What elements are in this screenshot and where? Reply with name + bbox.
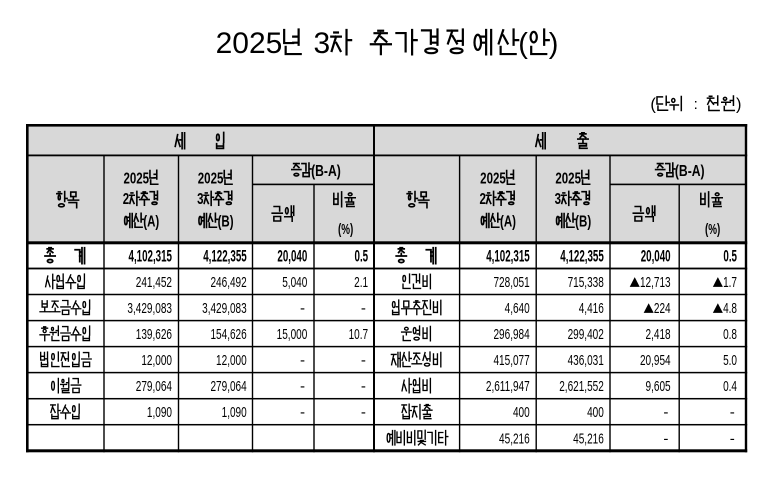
- svg-text:3: 3: [197, 189, 204, 207]
- svg-text:0.8: 0.8: [723, 325, 737, 343]
- svg-text:20,040: 20,040: [277, 247, 307, 265]
- svg-text:4,416: 4,416: [579, 299, 604, 317]
- svg-text:2,418: 2,418: [646, 325, 671, 343]
- svg-text:1.7: 1.7: [723, 273, 737, 291]
- svg-text:0.5: 0.5: [723, 247, 737, 265]
- svg-text:(%): (%): [705, 221, 720, 237]
- svg-text:3,429,083: 3,429,083: [202, 299, 247, 317]
- svg-text:154,626: 154,626: [210, 325, 246, 343]
- svg-text:(: (: [518, 28, 528, 60]
- svg-text:2025: 2025: [198, 168, 224, 186]
- svg-text:2.1: 2.1: [354, 273, 368, 291]
- svg-text:279,064: 279,064: [210, 377, 246, 395]
- svg-text:-: -: [300, 300, 305, 317]
- svg-text:-: -: [730, 404, 735, 421]
- svg-text:12,000: 12,000: [141, 351, 172, 369]
- svg-text:0.5: 0.5: [355, 247, 369, 265]
- svg-text:-: -: [300, 378, 305, 395]
- svg-text:0.4: 0.4: [723, 377, 737, 395]
- svg-text:296,984: 296,984: [493, 325, 529, 343]
- svg-text:1,090: 1,090: [147, 403, 172, 421]
- svg-text:-: -: [300, 352, 305, 369]
- svg-text:9,605: 9,605: [646, 377, 671, 395]
- svg-text:(A): (A): [143, 211, 159, 229]
- svg-text:45,216: 45,216: [573, 429, 604, 447]
- svg-text:(B-A): (B-A): [311, 162, 341, 180]
- svg-text:(A): (A): [500, 211, 516, 229]
- svg-text:2: 2: [123, 189, 130, 207]
- svg-text:(: (: [650, 96, 656, 114]
- svg-text:4,122,355: 4,122,355: [560, 247, 604, 265]
- svg-text:2,621,552: 2,621,552: [559, 377, 604, 395]
- svg-text::: :: [694, 96, 698, 113]
- svg-text:4,640: 4,640: [505, 299, 530, 317]
- svg-text:20,954: 20,954: [640, 351, 671, 369]
- svg-text:12,000: 12,000: [216, 351, 247, 369]
- svg-text:728,051: 728,051: [493, 273, 529, 291]
- svg-text:(B-A): (B-A): [675, 162, 705, 180]
- svg-text:4,102,315: 4,102,315: [129, 247, 173, 265]
- svg-text:241,452: 241,452: [136, 273, 172, 291]
- svg-text:-: -: [361, 378, 366, 395]
- svg-text:4,122,355: 4,122,355: [203, 247, 247, 265]
- svg-text:2025: 2025: [555, 168, 581, 186]
- svg-text:3: 3: [314, 27, 331, 60]
- svg-text:12,713: 12,713: [640, 273, 671, 291]
- svg-text:415,077: 415,077: [493, 351, 529, 369]
- svg-text:-: -: [663, 430, 668, 447]
- svg-text:1,090: 1,090: [222, 403, 247, 421]
- svg-text:(B): (B): [218, 211, 234, 229]
- svg-text:2: 2: [479, 189, 486, 207]
- svg-text:4.8: 4.8: [723, 299, 737, 317]
- svg-text:-: -: [730, 430, 735, 447]
- svg-text:299,402: 299,402: [568, 325, 604, 343]
- svg-text:): ): [549, 28, 559, 60]
- svg-text:400: 400: [513, 403, 530, 421]
- svg-text:3: 3: [555, 189, 562, 207]
- svg-text:-: -: [361, 300, 366, 317]
- svg-text:15,000: 15,000: [277, 325, 308, 343]
- svg-text:246,492: 246,492: [210, 273, 246, 291]
- svg-text:2025: 2025: [480, 168, 506, 186]
- svg-text:5,040: 5,040: [282, 273, 307, 291]
- svg-text:-: -: [300, 404, 305, 421]
- svg-text:-: -: [663, 404, 668, 421]
- svg-text:-: -: [361, 404, 366, 421]
- svg-text:2025: 2025: [123, 168, 149, 186]
- svg-text:20,040: 20,040: [641, 247, 671, 265]
- svg-text:3,429,083: 3,429,083: [127, 299, 172, 317]
- svg-text:436,031: 436,031: [568, 351, 604, 369]
- svg-text:139,626: 139,626: [136, 325, 172, 343]
- svg-text:4,102,315: 4,102,315: [486, 247, 530, 265]
- svg-text:(%): (%): [338, 221, 353, 237]
- svg-text:(B): (B): [575, 211, 591, 229]
- svg-text:5.0: 5.0: [723, 351, 737, 369]
- svg-text:-: -: [361, 352, 366, 369]
- svg-text:): ): [736, 96, 742, 114]
- svg-text:224: 224: [654, 299, 671, 317]
- svg-text:2,611,947: 2,611,947: [486, 377, 530, 395]
- svg-text:45,216: 45,216: [499, 429, 530, 447]
- svg-text:2025: 2025: [216, 27, 283, 60]
- svg-text:10.7: 10.7: [349, 325, 368, 343]
- svg-text:715,338: 715,338: [568, 273, 604, 291]
- svg-text:279,064: 279,064: [136, 377, 172, 395]
- svg-text:400: 400: [587, 403, 604, 421]
